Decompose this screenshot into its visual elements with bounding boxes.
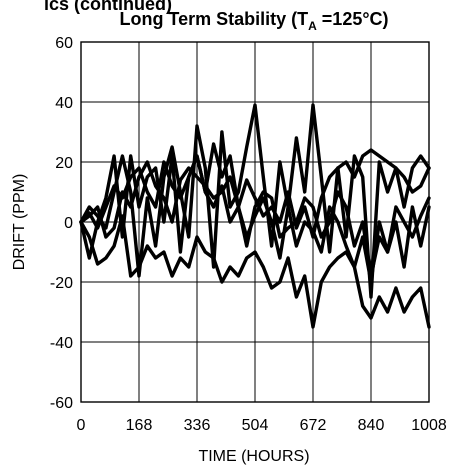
x-tick-label: 0 <box>77 417 86 434</box>
series-line-4 <box>79 154 431 284</box>
x-tick-label: 504 <box>242 417 269 434</box>
y-axis-label: DRIFT (PPM) <box>11 174 28 271</box>
x-tick-label: 168 <box>126 417 153 434</box>
series-group <box>79 103 431 329</box>
y-tick-label: -60 <box>50 395 73 412</box>
x-tick-label: 1008 <box>411 417 447 434</box>
x-tick-label: 672 <box>300 417 327 434</box>
x-tick-label: 840 <box>358 417 385 434</box>
y-tick-label: 20 <box>55 155 73 172</box>
chart-title: Long Term Stability (TA =125°C) <box>119 9 388 33</box>
y-tick-label: -40 <box>50 335 73 352</box>
partial-header-title: ics (continued) <box>44 0 172 14</box>
series-line-3 <box>79 214 431 329</box>
x-axis-label: TIME (HOURS) <box>198 448 309 465</box>
y-tick-label: 40 <box>55 95 73 112</box>
x-axis-ticks: 0 168 336 504 672 840 1008 <box>77 417 447 434</box>
series-line-5 <box>79 160 431 278</box>
y-tick-label: 60 <box>55 35 73 52</box>
y-tick-label: -20 <box>50 275 73 292</box>
y-axis-ticks: -60 -40 -20 0 20 40 60 <box>50 35 73 412</box>
series-line-1 <box>79 103 431 299</box>
series-line-2 <box>79 142 431 260</box>
y-tick-label: 0 <box>64 215 73 232</box>
x-tick-label: 336 <box>184 417 211 434</box>
